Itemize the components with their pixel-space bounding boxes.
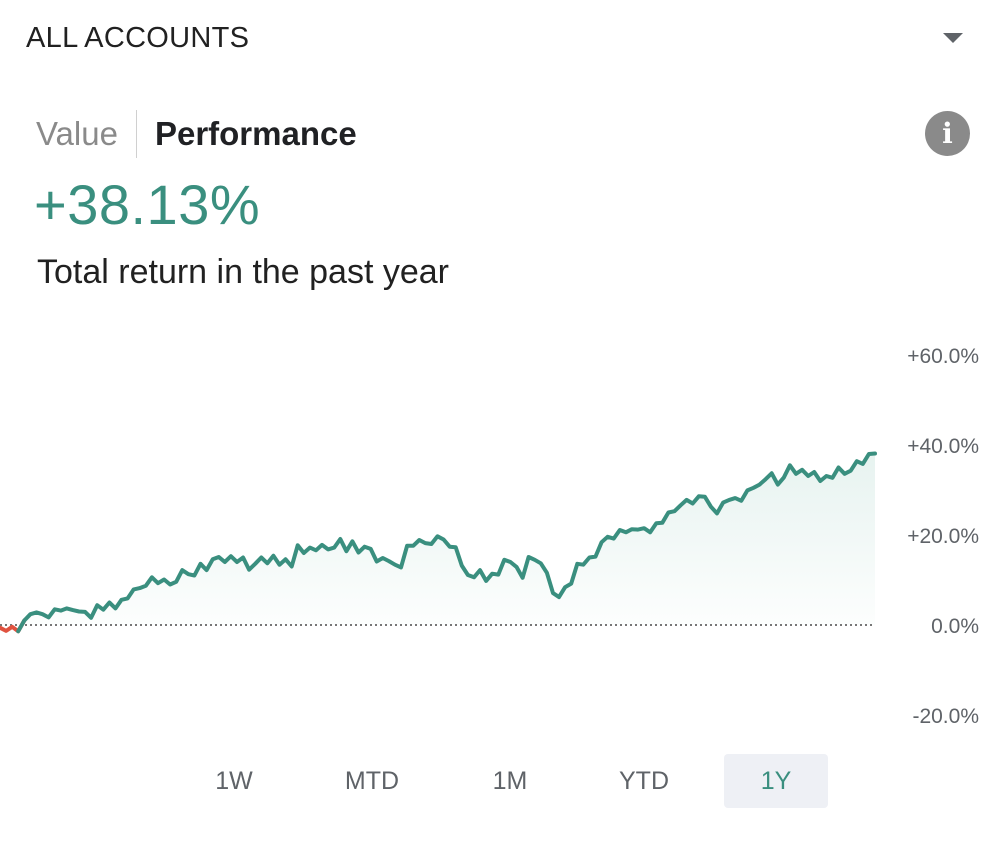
toggle-divider (135, 110, 137, 158)
range-tab-1w[interactable]: 1W (215, 767, 253, 795)
y-tick-label: +60.0% (907, 345, 979, 368)
range-tab-mtd[interactable]: MTD (344, 767, 400, 795)
y-tick-label: 0.0% (931, 615, 979, 638)
y-tick-label: +20.0% (907, 525, 979, 548)
range-tab-ytd[interactable]: YTD (619, 767, 669, 795)
performance-chart: +60.0% +40.0% +20.0% 0.0% -20.0% (0, 345, 979, 728)
chevron-down-icon[interactable] (943, 33, 963, 43)
y-tick-label: -20.0% (912, 705, 979, 728)
info-icon[interactable]: i (925, 111, 970, 156)
tab-performance[interactable]: Performance (154, 115, 357, 152)
account-selector-label: ALL ACCOUNTS (26, 22, 250, 54)
view-toggle: Value Performance (36, 110, 357, 158)
total-return-value: +38.13% (34, 173, 261, 236)
series-line-positive (16, 451, 877, 634)
y-tick-label: +40.0% (907, 435, 979, 458)
total-return-caption: Total return in the past year (37, 253, 450, 291)
range-tab-1m[interactable]: 1M (492, 767, 528, 795)
range-tab-1y[interactable]: 1Y (724, 754, 828, 808)
account-selector[interactable]: ALL ACCOUNTS (0, 0, 1007, 78)
tab-value[interactable]: Value (36, 115, 118, 152)
time-range-tabs: 1W MTD 1M YTD 1Y (0, 754, 1007, 808)
